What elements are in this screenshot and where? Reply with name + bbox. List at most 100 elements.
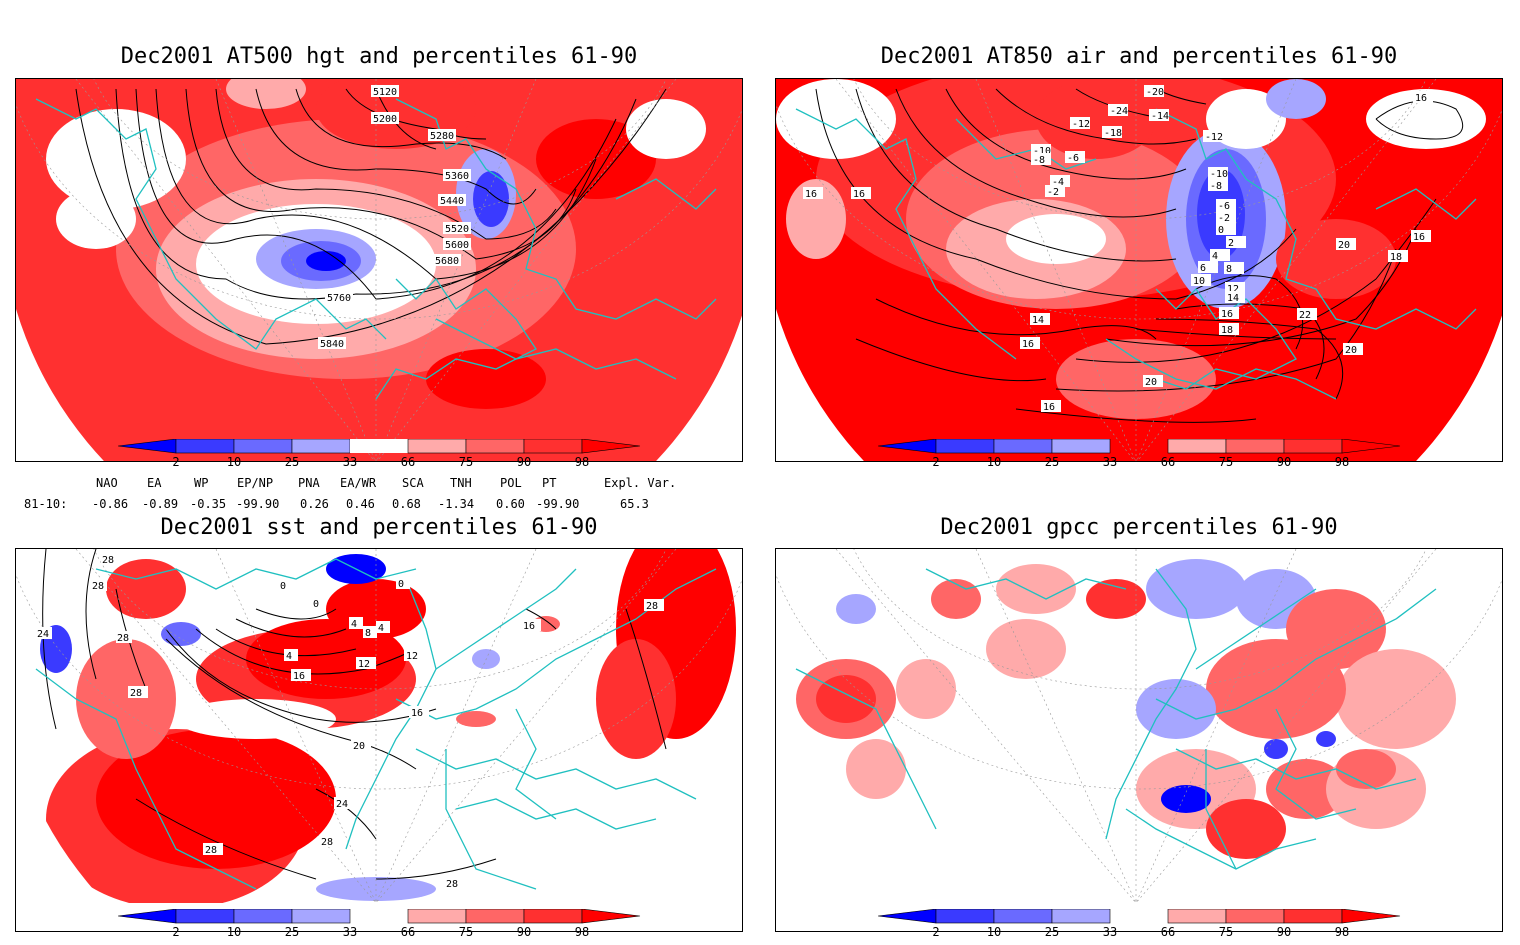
contour-label: 5760 (327, 293, 351, 304)
index-header: PT (542, 476, 557, 490)
contour-label: 0 (398, 579, 404, 590)
index-value: 0.60 (496, 497, 525, 511)
contour-label: -8 (1210, 181, 1222, 192)
colorbar-label: 10 (226, 925, 242, 939)
contour-label: 0 (1218, 225, 1224, 236)
contour-label: 16 (1022, 339, 1034, 350)
index-value: -1.34 (438, 497, 475, 511)
colorbar-air: 2 10 25 33 66 75 90 98 (877, 438, 1438, 475)
hgt-map-svg: 5120 5200 5280 5360 5440 5520 5600 5680 … (16, 79, 742, 461)
contour-label: -24 (1110, 106, 1128, 117)
colorbar-label: 66 (1160, 455, 1176, 469)
colorbar-label: 75 (458, 455, 474, 469)
contour-label: 2 (1228, 238, 1234, 249)
index-value: 65.3 (620, 497, 649, 511)
contour-label: 4 (1212, 251, 1218, 262)
colorbar-label: 33 (342, 455, 358, 469)
colorbar-label: 75 (1218, 925, 1234, 939)
contour-label: 20 (1145, 377, 1157, 388)
colorbar-label: 10 (226, 455, 242, 469)
contour-label: 12 (406, 651, 418, 662)
contour-label: 18 (1390, 252, 1402, 263)
contour-label: 10 (1193, 276, 1205, 287)
sst-map-svg: 28 24 28 28 0 0 0 4 8 4 8 4 12 16 16 20 … (16, 549, 742, 903)
contour-label: 20 (353, 741, 365, 752)
contour-label: 22 (1299, 310, 1311, 321)
contour-label: 28 (117, 633, 129, 644)
colorbar-label: 98 (574, 925, 590, 939)
colorbar-label: 90 (516, 455, 532, 469)
contour-label: 28 (446, 879, 458, 890)
contour-label: 14 (1227, 293, 1239, 304)
index-header: TNH (450, 476, 472, 490)
map-panel-sst: 28 24 28 28 0 0 0 4 8 4 8 4 12 16 16 20 … (15, 548, 743, 932)
colorbar-label: 10 (986, 925, 1002, 939)
gpcc-map-svg (776, 549, 1502, 903)
contour-label: 28 (646, 601, 658, 612)
contour-label: 5200 (373, 114, 397, 125)
contour-label: 8 (1226, 264, 1232, 275)
colorbar-label: 25 (284, 455, 300, 469)
colorbar-label: 66 (1160, 925, 1176, 939)
colorbar-hgt: 2 10 25 33 66 75 90 98 (117, 438, 678, 475)
contour-label: 12 (358, 659, 370, 670)
contour-label: -6 (1067, 153, 1079, 164)
contour-label: 5840 (320, 339, 344, 350)
contour-label: 20 (1345, 345, 1357, 356)
index-value: -99.90 (536, 497, 580, 511)
contour-label: 5440 (440, 196, 464, 207)
colorbar-label: 33 (1102, 925, 1118, 939)
colorbar-sst: 2 10 25 33 66 75 90 98 (117, 908, 678, 945)
contour-label: -10 (1033, 146, 1051, 157)
contour-label: -12 (1072, 119, 1090, 130)
index-header: EP/NP (237, 476, 274, 490)
panel-title-gpcc: Dec2001 gpcc percentiles 61-90 (940, 515, 1338, 540)
colorbar-svg (117, 908, 641, 924)
colorbar-label: 66 (400, 455, 416, 469)
index-header: EA/WR (340, 476, 377, 490)
contour-label: 16 (293, 671, 305, 682)
colorbar-label: 10 (986, 455, 1002, 469)
contour-label: 14 (1032, 315, 1044, 326)
contour-label: 24 (37, 629, 49, 640)
contour-label: -8 (1033, 155, 1045, 166)
index-row-label: 81-10: (24, 497, 68, 511)
contour-label: 16 (1415, 93, 1427, 104)
air-map-svg: -20 -24 -12 -14 -18 -12 -10 -8 -6 -4 -2 … (776, 79, 1502, 461)
index-value: 0.26 (300, 497, 329, 511)
colorbar-gpcc: 2 10 25 33 66 75 90 98 (877, 908, 1438, 945)
index-value: -0.86 (92, 497, 129, 511)
contour-label: 16 (853, 189, 865, 200)
contour-label: 16 (411, 708, 423, 719)
colorbar-label: 90 (1276, 925, 1292, 939)
panel-title-air: Dec2001 AT850 air and percentiles 61-90 (880, 44, 1398, 69)
contour-label: -2 (1218, 213, 1230, 224)
contour-label: -2 (1047, 187, 1059, 198)
colorbar-label: 75 (458, 925, 474, 939)
colorbar-svg (877, 438, 1401, 454)
contour-label: 5680 (435, 256, 459, 267)
contour-label: -4 (1052, 177, 1064, 188)
colorbar-label: 90 (516, 925, 532, 939)
contour-label: 0 (313, 599, 319, 610)
colorbar-label: 2 (932, 925, 940, 939)
contour-label: -10 (1210, 169, 1228, 180)
contour-label: -14 (1151, 111, 1169, 122)
colorbar-svg (877, 908, 1401, 924)
colorbar-label: 33 (1102, 455, 1118, 469)
contour-label: 6 (1200, 263, 1206, 274)
contour-label: 5280 (430, 131, 454, 142)
index-value-row: 81-10: -0.86 -0.89 -0.35 -99.90 0.26 0.4… (0, 497, 760, 513)
colorbar-label: 2 (172, 925, 180, 939)
contour-label: 4 (351, 619, 357, 630)
index-header: SCA (402, 476, 424, 490)
index-value: 0.68 (392, 497, 421, 511)
index-value: -0.35 (190, 497, 227, 511)
colorbar-label: 90 (1276, 455, 1292, 469)
contour-label: 8 (365, 628, 371, 639)
index-value: -99.90 (236, 497, 280, 511)
contour-label: 5120 (373, 87, 397, 98)
contour-label: 18 (1221, 325, 1233, 336)
contour-label: -20 (1146, 87, 1164, 98)
contour-label: 16 (805, 189, 817, 200)
